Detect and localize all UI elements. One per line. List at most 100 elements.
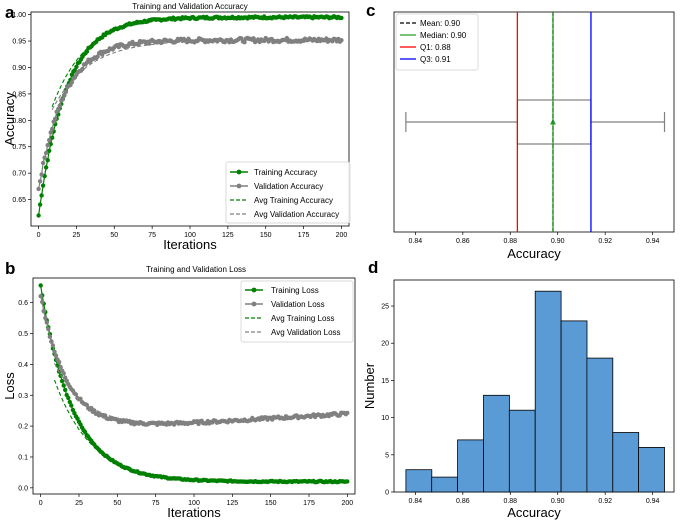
data-point (67, 399, 73, 405)
data-point (47, 334, 53, 339)
chart-a-series (36, 14, 344, 218)
data-point (50, 135, 55, 140)
chart-d-y-axis-label: Number (362, 362, 377, 409)
data-point (61, 371, 66, 376)
histogram-bar (405, 469, 433, 493)
chart-d-y-ticks: 0 5 10 15 20 25 (381, 304, 394, 497)
data-point (46, 326, 51, 332)
panel-c: c 0.84 0.86 0.88 0.90 0.92 0.94 Accuracy Mean… (366, 1, 675, 261)
data-point (74, 64, 79, 70)
data-point (57, 103, 62, 109)
histogram-bar (483, 394, 510, 493)
data-point (38, 283, 43, 288)
legend-item-validation-accuracy: Validation Accuracy (230, 182, 323, 191)
data-point (40, 183, 46, 188)
data-point (52, 349, 57, 354)
x-tick-label: 0.94 (646, 498, 660, 505)
y-tick-label: 0.2 (18, 424, 28, 431)
histogram-bar (457, 439, 484, 493)
x-tick-label: 175 (303, 500, 315, 507)
data-point (38, 294, 43, 299)
legend-item-training-loss: Training Loss (245, 286, 319, 295)
data-point (58, 364, 63, 370)
legend-label-training-accuracy: Training Accuracy (254, 168, 317, 177)
data-point (42, 155, 47, 160)
legend-item-avg-training-accuracy: Avg Training Accuracy (230, 196, 333, 205)
chart-a-y-axis-label: Accuracy (2, 92, 17, 146)
x-tick-label: 50 (110, 232, 118, 239)
y-tick-label: 0.95 (12, 39, 26, 46)
data-point (339, 15, 344, 21)
series-avg-training-loss (53, 379, 348, 483)
data-point (45, 143, 50, 148)
x-tick-label: 75 (152, 500, 160, 507)
legend-label-validation-accuracy: Validation Accuracy (254, 182, 323, 191)
x-tick-label: 0.84 (409, 238, 423, 245)
x-tick-label: 100 (188, 500, 200, 507)
data-point (136, 42, 141, 47)
series-line-avg-validation-accuracy (51, 39, 342, 110)
y-tick-label: 0.85 (12, 91, 26, 98)
histogram-bar (534, 290, 562, 493)
y-tick-label: 20 (381, 341, 389, 348)
data-point (251, 36, 256, 41)
x-tick-label: 0.88 (503, 238, 517, 245)
chart-a-title: Training and Validation Accuracy (132, 2, 248, 11)
x-tick-label: 0 (39, 500, 43, 507)
legend-item-avg-validation-loss: Avg Validation Loss (245, 328, 341, 337)
chart-c-boxplot (405, 99, 666, 145)
panel-label-d: d (368, 258, 378, 277)
histogram-bar (431, 476, 459, 493)
data-point (62, 387, 68, 393)
data-point (89, 405, 94, 411)
data-point (56, 359, 62, 365)
data-point (36, 213, 41, 218)
data-point (63, 89, 68, 95)
legend-item-validation-loss: Validation Loss (245, 300, 325, 309)
legend-marker-training-accuracy (236, 169, 242, 175)
panel-b: b Training and Validation Loss 0 25 50 75 10… (2, 259, 356, 520)
y-tick-label: 0.6 (18, 300, 28, 307)
y-tick-label: 0.3 (18, 393, 28, 400)
y-tick-label: 1.00 (12, 12, 26, 19)
chart-d-x-ticks: 0.84 0.86 0.88 0.90 0.92 0.94 (409, 492, 660, 505)
x-tick-label: 50 (113, 500, 121, 507)
data-point (37, 179, 43, 184)
data-point (345, 410, 350, 416)
chart-b-x-ticks: 0 25 50 75 100 125 150 175 200 (39, 494, 353, 507)
series-avg-validation-accuracy (51, 39, 342, 110)
legend-item-avg-validation-accuracy: Avg Validation Accuracy (230, 210, 339, 219)
chart-a-legend: Training Accuracy Validation Accuracy Av… (225, 161, 351, 224)
histogram-bar (560, 320, 588, 493)
chart-b-y-axis-label: Loss (2, 372, 17, 400)
data-point (39, 172, 44, 177)
panel-a: a Training and Validation Accuracy 0 25 50… (2, 2, 351, 252)
x-tick-label: 0.92 (598, 498, 612, 505)
chart-c-frame (393, 11, 675, 233)
legend-label-mean: Mean: 0.90 (420, 19, 461, 28)
x-tick-label: 100 (184, 232, 196, 239)
data-point (40, 299, 45, 305)
y-tick-label: 15 (381, 378, 389, 385)
x-tick-label: 0.90 (551, 498, 565, 505)
data-point (62, 93, 67, 98)
series-line-avg-training-accuracy (51, 16, 342, 107)
y-tick-label: 0.70 (12, 171, 26, 178)
data-point (66, 395, 71, 401)
legend-item-q3: Q3: 0.91 (400, 55, 451, 64)
series-avg-validation-loss (54, 362, 348, 424)
chart-c-legend-box (395, 13, 479, 71)
y-tick-label: 25 (381, 304, 389, 311)
x-tick-label: 75 (148, 232, 156, 239)
panel-d: d 0.84 0.86 0.88 0.90 0.92 0.94 0 5 10 15 20 25 Ac… (362, 258, 675, 520)
data-point (47, 137, 52, 143)
legend-marker-validation-loss (251, 301, 257, 307)
data-point (45, 158, 50, 163)
panel-label-a: a (5, 3, 15, 22)
x-tick-label: 0.86 (456, 238, 470, 245)
data-point (41, 308, 46, 314)
chart-b-x-axis-label: Iterations (167, 505, 221, 520)
legend-item-mean: Mean: 0.90 (400, 19, 461, 28)
chart-a-legend-box (225, 161, 351, 224)
